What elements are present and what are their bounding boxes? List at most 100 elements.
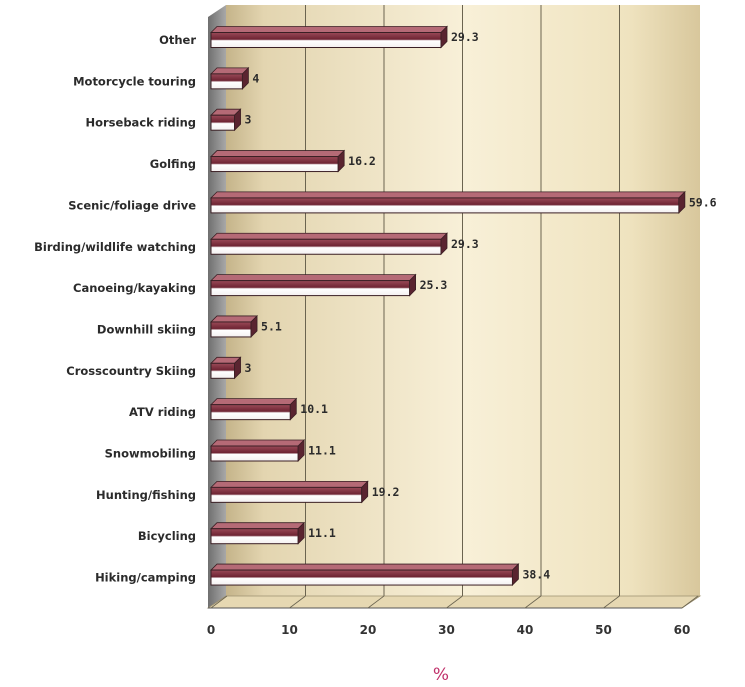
bar-front	[210, 280, 411, 297]
floor-gridline	[289, 595, 306, 609]
category-label: Golfing	[150, 157, 196, 171]
bar	[210, 190, 686, 214]
category-label: Other	[159, 33, 196, 47]
bar	[210, 149, 346, 173]
bar-front	[210, 404, 291, 421]
value-label: 11.1	[308, 526, 336, 540]
side-wall	[208, 5, 226, 608]
floor-gridline	[210, 595, 228, 609]
bar-top	[210, 315, 259, 323]
category-label: Scenic/foliage drive	[68, 198, 196, 212]
bar-top	[210, 480, 369, 488]
value-label: 3	[245, 113, 252, 127]
bar-front	[210, 73, 243, 90]
bar	[210, 25, 448, 49]
value-label: 29.3	[451, 30, 479, 44]
category-label: Canoeing/kayaking	[73, 281, 196, 295]
bar	[210, 563, 520, 587]
category-label: ATV riding	[129, 405, 196, 419]
category-label: Bicycling	[138, 529, 196, 543]
bar-front	[210, 486, 363, 503]
bar-top	[210, 439, 306, 447]
bar-end	[241, 66, 249, 90]
bar-front	[210, 197, 680, 214]
bar-end	[289, 397, 297, 421]
bar-end	[361, 480, 369, 504]
value-label: 19.2	[372, 485, 400, 499]
category-labels: Other Motorcycle touring Horseback riding G…	[34, 33, 196, 585]
bar-top	[210, 563, 520, 571]
value-label: 59.6	[689, 195, 717, 209]
floor-gridline	[367, 595, 385, 609]
bar-end	[512, 563, 519, 587]
bar	[210, 480, 369, 504]
floor-gridline	[681, 595, 699, 609]
bar	[210, 314, 259, 338]
plot-background	[206, 5, 702, 609]
x-tick-label: 50	[595, 623, 612, 637]
bar-top	[210, 522, 306, 530]
category-label: Downhill skiing	[97, 322, 196, 336]
bar-front	[210, 321, 252, 338]
floor-gridline	[524, 595, 542, 609]
bar-top	[210, 274, 417, 282]
bar-front	[210, 156, 339, 173]
category-label: Horseback riding	[85, 116, 196, 130]
category-label: Snowmobiling	[105, 447, 196, 461]
grid-lines	[210, 5, 699, 609]
bars	[210, 25, 686, 587]
bar-front	[210, 362, 236, 379]
value-label: 5.1	[261, 319, 282, 333]
bar-end	[337, 149, 345, 173]
category-label: Hiking/camping	[95, 571, 196, 585]
bar-top	[210, 191, 686, 199]
x-tick-labels: 0 10 20 30 40 50 60	[207, 623, 691, 637]
x-tick-label: 30	[438, 623, 455, 637]
bar-end	[678, 190, 686, 214]
bar-top	[210, 398, 298, 406]
x-tick-label: 40	[517, 623, 534, 637]
bar-front	[210, 238, 442, 255]
value-label: 4	[252, 71, 259, 85]
bar	[210, 356, 242, 380]
bar	[210, 108, 242, 132]
bar	[210, 273, 417, 297]
value-labels: 29.3 4 3 16.2 59.6 29.3 25.3 5.1 3 10.1 11.1 19.2 11…	[245, 30, 717, 582]
bar-end	[409, 273, 417, 297]
bar-end	[297, 439, 305, 462]
category-label: Crosscountry Skiing	[66, 364, 196, 378]
value-label: 38.4	[522, 568, 550, 582]
bar-end	[250, 314, 258, 338]
bar-front	[210, 445, 299, 462]
category-label: Hunting/fishing	[96, 488, 196, 502]
x-tick-label: 60	[674, 623, 691, 637]
x-tick-label: 20	[360, 623, 377, 637]
x-tick-label: 0	[207, 623, 215, 637]
category-label: Birding/wildlife watching	[34, 240, 196, 254]
value-label: 11.1	[308, 444, 336, 458]
value-label: 3	[245, 361, 252, 375]
bar-end	[297, 521, 305, 545]
bar-end	[440, 25, 448, 49]
bar	[210, 232, 448, 256]
bar	[210, 521, 306, 545]
floor-gridline	[603, 595, 620, 609]
bar	[210, 439, 306, 462]
value-label: 29.3	[451, 237, 479, 251]
bar-front	[210, 114, 236, 131]
value-label: 10.1	[300, 402, 328, 416]
bar	[210, 397, 298, 421]
bar-front	[210, 569, 513, 586]
bar-top	[210, 232, 448, 240]
bar-front	[210, 32, 442, 48]
bar-top	[210, 26, 448, 33]
floor-gridline	[446, 595, 463, 609]
bar-top	[210, 150, 346, 157]
bar-end	[234, 356, 241, 380]
bar	[210, 66, 250, 90]
x-axis-title: %	[433, 665, 449, 685]
value-label: 16.2	[348, 154, 376, 168]
x-tick-label: 10	[281, 623, 298, 637]
category-label: Motorcycle touring	[73, 74, 196, 88]
